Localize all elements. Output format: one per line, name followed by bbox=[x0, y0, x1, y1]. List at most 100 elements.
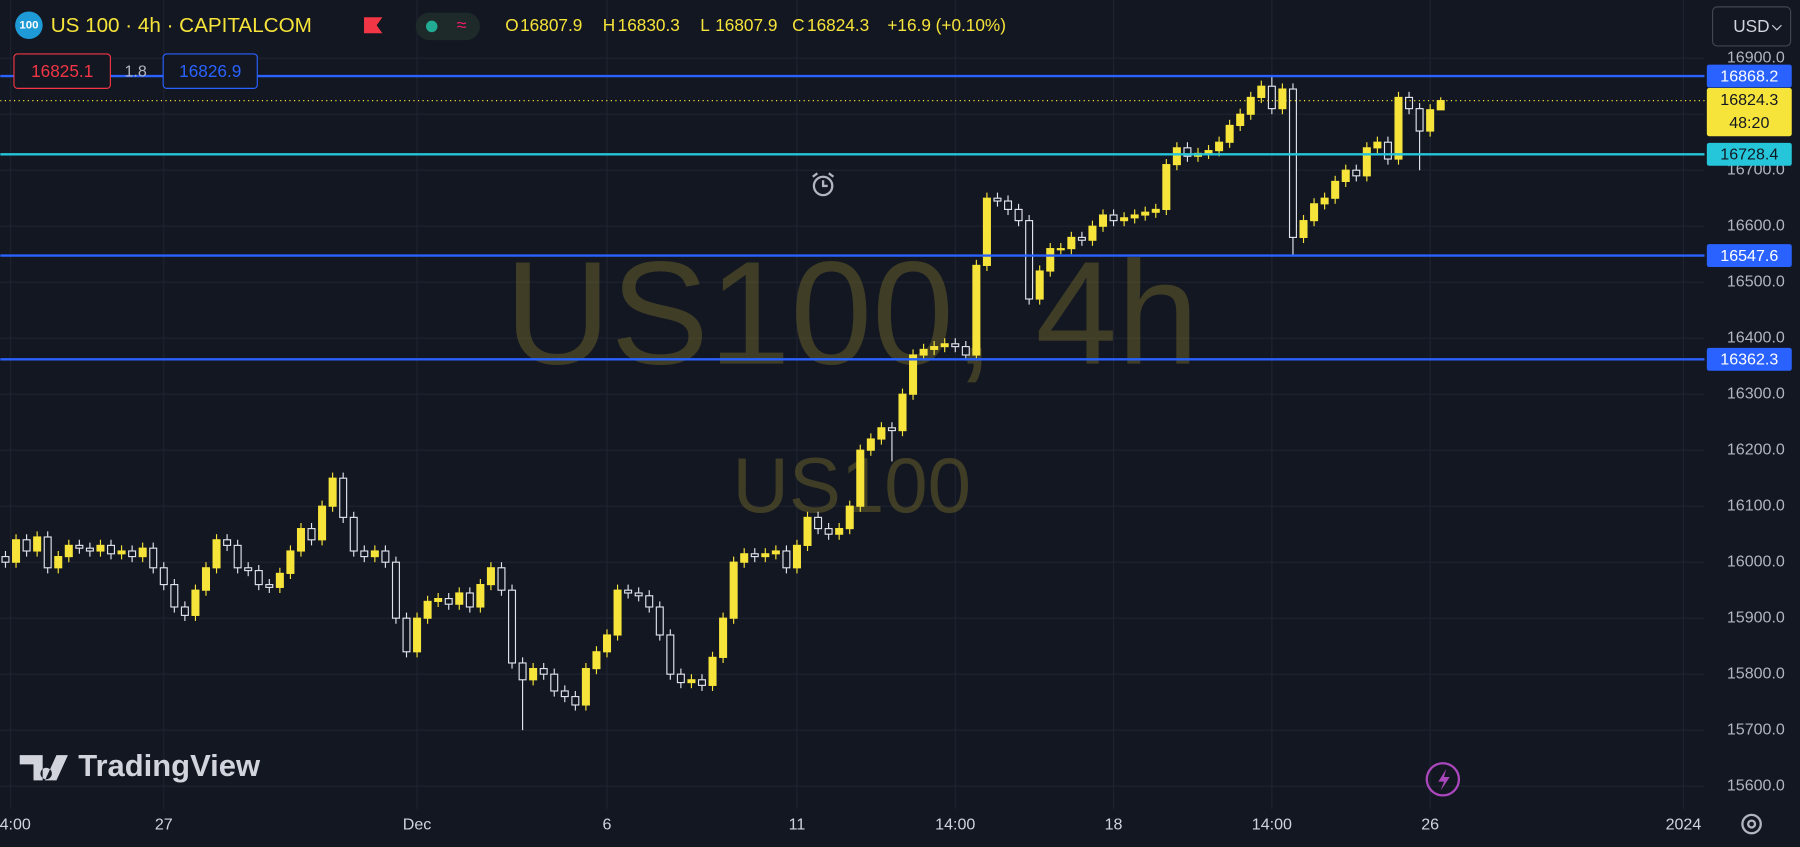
candle-body bbox=[360, 550, 369, 558]
candle-body bbox=[729, 561, 738, 619]
candle-body bbox=[307, 528, 316, 541]
price-label: 16362.3 bbox=[1720, 351, 1778, 369]
candle-body bbox=[972, 264, 981, 356]
buy-button[interactable] bbox=[162, 53, 258, 89]
price-label: 16728.4 bbox=[1720, 146, 1778, 164]
change: +16.9 (+0.10%) bbox=[887, 15, 1006, 35]
candle-body bbox=[1225, 124, 1234, 143]
candle-body bbox=[1320, 197, 1329, 205]
candle-body bbox=[223, 539, 232, 546]
candle-body bbox=[550, 673, 559, 692]
candle-body bbox=[349, 516, 358, 552]
countdown: 48:20 bbox=[1729, 114, 1769, 132]
candle-body bbox=[191, 589, 200, 616]
candle-body bbox=[1331, 180, 1340, 199]
candle-body bbox=[1067, 236, 1076, 250]
candle-body bbox=[117, 550, 126, 555]
candle-body bbox=[1046, 248, 1055, 272]
candle-body bbox=[476, 584, 485, 608]
candle-body bbox=[919, 348, 928, 356]
sell-button[interactable] bbox=[13, 53, 111, 89]
candle-body bbox=[1162, 164, 1171, 210]
candle-body bbox=[613, 589, 622, 636]
candle-body bbox=[961, 346, 970, 356]
candle-body bbox=[676, 673, 685, 684]
candle-body bbox=[1310, 203, 1319, 222]
y-tick-label: 16100.0 bbox=[1727, 496, 1785, 514]
symbol-title[interactable]: US 100 · 4h · CAPITALCOM bbox=[51, 14, 312, 37]
candle-body bbox=[391, 561, 400, 619]
y-tick-label: 16500.0 bbox=[1727, 272, 1785, 290]
price-label-box bbox=[1706, 244, 1792, 268]
grid-layer bbox=[0, 0, 1705, 810]
candle-body bbox=[1352, 169, 1361, 177]
candle-body bbox=[381, 550, 390, 563]
sell-price[interactable]: 16825.1 bbox=[31, 61, 93, 81]
candle-body bbox=[887, 427, 896, 432]
price-label: 16547.6 bbox=[1720, 247, 1778, 265]
candle-body bbox=[761, 553, 770, 558]
candle-body bbox=[719, 617, 728, 658]
candle-body bbox=[697, 679, 707, 686]
candle-body bbox=[740, 553, 749, 563]
candle-body bbox=[85, 547, 94, 552]
candle-body bbox=[413, 617, 422, 653]
candle-body bbox=[159, 567, 168, 586]
candle-body bbox=[645, 595, 654, 608]
candle-body bbox=[296, 528, 305, 552]
candle-body bbox=[1394, 96, 1403, 160]
candle-body bbox=[508, 589, 517, 664]
y-tick-label: 15800.0 bbox=[1727, 664, 1785, 682]
flag-icon[interactable] bbox=[364, 17, 383, 34]
price-label-box bbox=[1706, 347, 1792, 371]
ohlc-letter: H bbox=[603, 15, 615, 35]
candle-body bbox=[138, 547, 147, 558]
candle-body bbox=[1373, 141, 1382, 149]
market-open-dot bbox=[426, 20, 438, 33]
buy-price[interactable]: 16826.9 bbox=[179, 61, 241, 81]
currency-select[interactable] bbox=[1711, 6, 1792, 47]
candle-body bbox=[465, 592, 474, 608]
alarm-icon[interactable] bbox=[812, 172, 835, 197]
ohlc-value: 16830.3 bbox=[618, 15, 680, 35]
x-tick-label: 6 bbox=[603, 815, 612, 833]
candle-body bbox=[75, 544, 84, 549]
candle-body bbox=[339, 477, 348, 518]
candle-body bbox=[1172, 147, 1181, 166]
candle-body bbox=[1025, 220, 1034, 300]
candle-body bbox=[571, 696, 580, 706]
candle-body bbox=[33, 536, 42, 552]
candle-body bbox=[212, 539, 221, 569]
watermark: US100, 4h US100 bbox=[505, 232, 1199, 529]
candle-body bbox=[402, 617, 411, 653]
candle-body bbox=[1236, 113, 1245, 127]
candle-body bbox=[877, 427, 886, 440]
candle-body bbox=[64, 544, 73, 558]
lightning-icon[interactable] bbox=[1425, 762, 1461, 797]
candle-body bbox=[982, 197, 991, 266]
candle-body bbox=[624, 589, 633, 594]
candle-body bbox=[106, 544, 116, 555]
symbol-badge bbox=[15, 11, 43, 40]
candle-body bbox=[328, 477, 337, 507]
candle-body bbox=[423, 600, 432, 619]
x-tick-label: 14:00 bbox=[0, 815, 31, 833]
candle-body bbox=[602, 634, 612, 653]
candle-body bbox=[149, 547, 158, 569]
candle-body bbox=[1215, 141, 1224, 152]
candle-body bbox=[1141, 211, 1150, 216]
candle-body bbox=[560, 690, 569, 698]
candle-body bbox=[1415, 108, 1424, 132]
candle-body bbox=[1299, 220, 1308, 238]
currency[interactable]: USD bbox=[1733, 16, 1769, 36]
candle-body bbox=[1246, 96, 1255, 115]
candle-body bbox=[824, 528, 833, 535]
status-pill[interactable] bbox=[415, 12, 480, 41]
ohlc-value: 16824.3 bbox=[807, 15, 869, 35]
settings-icon[interactable] bbox=[1741, 813, 1762, 835]
last-price-label: 16824.3 bbox=[1720, 91, 1778, 109]
candle-body bbox=[1088, 225, 1097, 241]
ohlc-letter: C bbox=[792, 15, 804, 35]
x-tick-label: Dec bbox=[403, 815, 432, 833]
candle-body bbox=[655, 606, 664, 636]
